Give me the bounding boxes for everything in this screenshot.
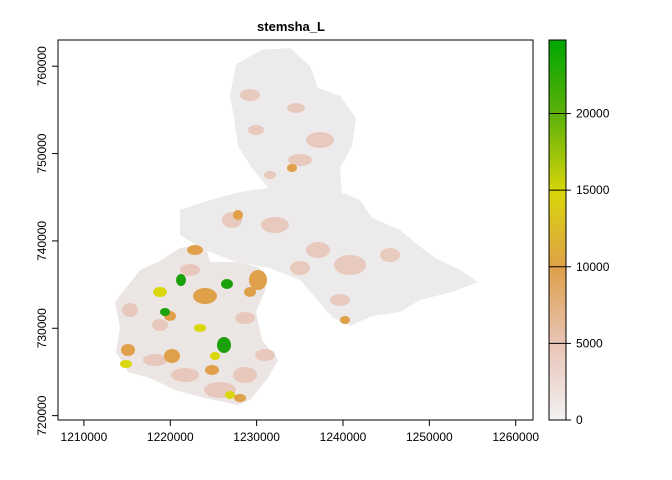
x-tick-label: 1260000 — [492, 430, 539, 444]
legend-tick-label: 0 — [576, 413, 583, 427]
legend: 0 5000 10000 15000 20000 — [548, 39, 610, 427]
legend-ticks: 0 5000 10000 15000 20000 — [549, 107, 610, 427]
legend-tick-label: 5000 — [576, 336, 603, 350]
x-tick-label: 1210000 — [61, 430, 108, 444]
x-tick-label: 1220000 — [147, 430, 194, 444]
x-tick-label: 1250000 — [406, 430, 453, 444]
y-axis: 720000 730000 740000 750000 760000 — [35, 46, 58, 436]
raster-region-north — [230, 48, 356, 195]
raster-area — [115, 48, 478, 405]
y-tick-label: 740000 — [35, 221, 49, 261]
legend-tick-label: 20000 — [576, 107, 610, 121]
map-title: stemsha_L — [257, 19, 325, 34]
x-axis: 1210000 1220000 1230000 1240000 1250000 12600… — [61, 420, 539, 444]
legend-tick-label: 15000 — [576, 183, 610, 197]
legend-colorbar — [548, 39, 567, 421]
x-tick-label: 1240000 — [320, 430, 367, 444]
raster-patches-mid — [121, 164, 350, 402]
y-tick-label: 760000 — [35, 46, 49, 86]
legend-tick-label: 10000 — [576, 260, 610, 274]
y-tick-label: 720000 — [35, 395, 49, 435]
plot-frame — [57, 39, 534, 421]
raster-patches-high — [120, 287, 235, 399]
y-tick-label: 730000 — [35, 308, 49, 348]
x-tick-label: 1230000 — [233, 430, 280, 444]
raster-patches-top — [160, 274, 233, 353]
y-tick-label: 750000 — [35, 133, 49, 173]
raster-region-central — [180, 186, 478, 326]
